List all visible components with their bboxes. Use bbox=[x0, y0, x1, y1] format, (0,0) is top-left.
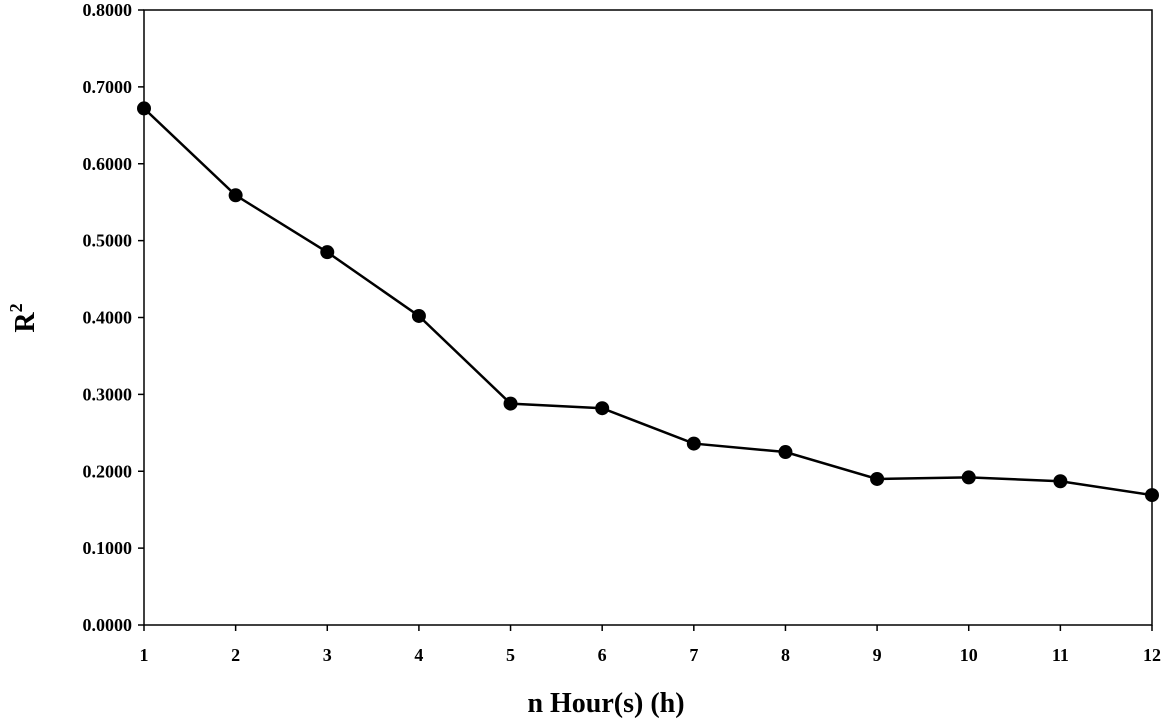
data-point bbox=[778, 445, 793, 460]
x-tick-label: 10 bbox=[960, 645, 978, 665]
data-point bbox=[411, 308, 426, 323]
x-axis-ticks: 1 2 3 4 5 6 7 8 9 10 11 12 bbox=[140, 625, 1161, 665]
data-point bbox=[228, 188, 243, 203]
data-point bbox=[961, 470, 976, 485]
x-tick-label: 4 bbox=[414, 645, 423, 665]
x-tick-label: 8 bbox=[781, 645, 790, 665]
y-axis-title: R2 bbox=[6, 303, 41, 332]
y-tick-label: 0.1000 bbox=[83, 538, 133, 558]
plot-area-frame bbox=[143, 9, 1153, 626]
y-axis-title-main: R bbox=[10, 312, 41, 333]
y-tick-label: 0.5000 bbox=[83, 231, 133, 251]
data-point bbox=[686, 436, 701, 451]
x-tick-label: 5 bbox=[506, 645, 515, 665]
x-tick-label: 3 bbox=[323, 645, 332, 665]
x-axis-title: n Hour(s) (h) bbox=[527, 688, 684, 719]
y-tick-label: 0.7000 bbox=[83, 77, 133, 97]
x-tick-label: 7 bbox=[689, 645, 698, 665]
data-point bbox=[320, 245, 335, 260]
x-tick-label: 6 bbox=[598, 645, 607, 665]
x-tick-label: 11 bbox=[1052, 645, 1069, 665]
x-tick-label: 12 bbox=[1143, 645, 1161, 665]
data-point bbox=[137, 101, 151, 116]
data-point bbox=[503, 396, 518, 411]
data-point bbox=[1145, 488, 1159, 503]
y-tick-label: 0.2000 bbox=[83, 461, 133, 481]
y-tick-label: 0.6000 bbox=[83, 154, 133, 174]
y-tick-label: 0.4000 bbox=[83, 308, 133, 328]
y-axis-ticks: 0.0000 0.1000 0.2000 0.3000 0.4000 0.5000 0.60… bbox=[83, 0, 144, 635]
data-point bbox=[1053, 474, 1068, 489]
x-tick-label: 2 bbox=[231, 645, 240, 665]
y-axis-title-superscript: 2 bbox=[6, 303, 26, 312]
data-point bbox=[870, 471, 885, 486]
series-line bbox=[143, 107, 1153, 497]
y-tick-label: 0.8000 bbox=[83, 0, 133, 20]
series-markers bbox=[137, 101, 1159, 503]
y-tick-label: 0.0000 bbox=[83, 615, 133, 635]
data-point bbox=[595, 401, 610, 416]
x-tick-label: 1 bbox=[140, 645, 149, 665]
y-tick-label: 0.3000 bbox=[83, 384, 133, 404]
x-tick-label: 9 bbox=[873, 645, 882, 665]
